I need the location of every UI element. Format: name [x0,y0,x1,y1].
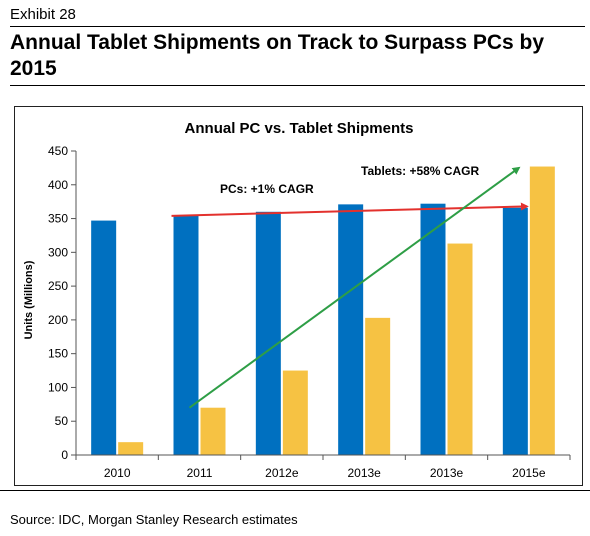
y-tick-label: 350 [48,212,68,226]
pc-bar [420,203,446,455]
y-tick-label: 400 [48,178,68,192]
bar-series [91,166,555,455]
y-tick-label: 300 [48,245,68,259]
y-tick-label: 100 [48,380,68,394]
y-axis-label: Units (Millions) [23,260,35,339]
tablet-bar [447,243,473,455]
tablet_trend-label: Tablets: +58% CAGR [361,164,479,178]
x-tick-label: 2015e [512,466,546,480]
pc-bar [338,204,364,455]
tablet-bar [200,407,226,455]
axes [75,151,570,456]
pc-bar [502,207,528,455]
title-top-rule [10,26,585,27]
tablet-bar [365,317,391,455]
tablet-bar [282,370,308,455]
y-axis-ticks: 0 50 100 150 200 250 300 350 400 450 [48,144,76,462]
y-tick-label: 450 [48,144,68,158]
title-bottom-rule [10,85,585,86]
tablet-bar [118,442,144,455]
chart-title: Annual PC vs. Tablet Shipments [185,120,414,137]
x-tick-label: 2012e [265,466,299,480]
pc-bar [255,211,281,455]
pc_trend-line [171,202,529,217]
x-tick-label: 2011 [187,466,213,480]
x-tick-label: 2013e [347,466,381,480]
chart-bottom-rule [0,490,590,491]
y-tick-label: 250 [48,279,68,293]
x-axis-ticks: 2010 2011 2012e 2013e 2013e 2015e [75,455,571,480]
pc_trend-label: PCs: +1% CAGR [220,182,314,196]
y-tick-label: 150 [48,347,68,361]
x-tick-label: 2010 [104,466,131,480]
tablet_trend-line [188,166,521,409]
exhibit-label: Exhibit 28 [10,6,76,23]
page-title: Annual Tablet Shipments on Track to Surp… [10,31,545,80]
y-tick-label: 200 [48,313,68,327]
chart-frame [14,106,583,486]
source-note: Source: IDC, Morgan Stanley Research est… [10,512,298,527]
y-tick-label: 0 [61,448,68,462]
pc-bar [91,220,117,455]
x-tick-label: 2013e [430,466,464,480]
trend-lines: PCs: +1% CAGR Tablets: +58% CAGR [171,164,529,409]
pc-bar [173,215,199,455]
y-tick-label: 50 [55,414,69,428]
tablet-bar [529,166,555,455]
